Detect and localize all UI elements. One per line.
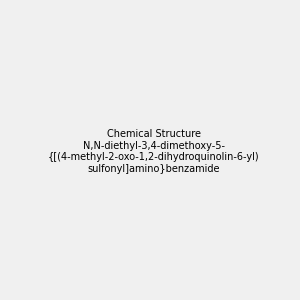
Text: Chemical Structure
N,N-diethyl-3,4-dimethoxy-5-
{[(4-methyl-2-oxo-1,2-dihydroqui: Chemical Structure N,N-diethyl-3,4-dimet… [48, 129, 260, 174]
